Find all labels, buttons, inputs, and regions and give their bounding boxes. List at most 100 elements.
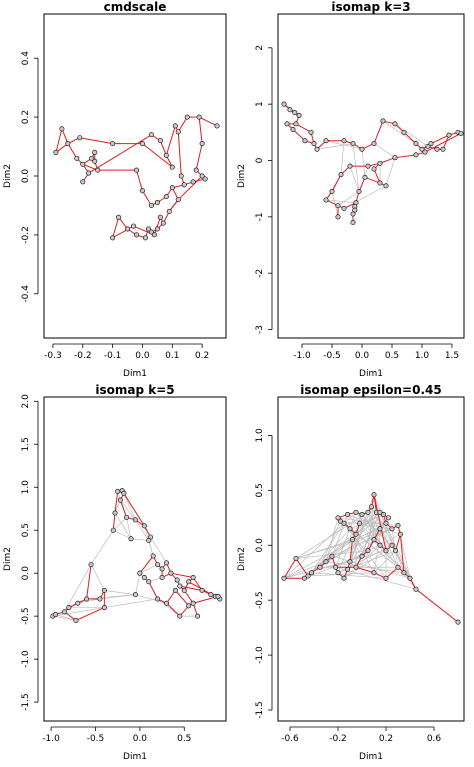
neighbor-edge [373,550,396,573]
data-point [53,611,59,617]
data-point [350,141,356,147]
data-point [323,197,329,203]
data-point [159,566,165,572]
data-point [337,518,343,524]
data-point [345,512,351,518]
graph-edge [136,169,143,191]
data-point [175,197,181,203]
graph-edge [198,117,203,144]
y-tick-label: -0.5 [21,607,31,625]
data-point [395,523,401,529]
y-axis: -1.5 -1.0 -0.5 0.0 0.5 1.0 1.5 2.0 Dim2 [3,394,39,711]
y-tick-label: 0.0 [255,538,265,553]
data-point [142,235,148,241]
data-point [401,129,407,135]
neighbor-edge [352,539,363,557]
neighbor-edge [113,529,132,540]
neighbor-edge [367,494,375,551]
x-axis-label: Dim1 [123,752,147,762]
data-point [383,183,389,189]
data-point [92,149,98,155]
neighbor-edge [64,564,92,613]
graph-edge [148,581,159,600]
panel-3: isomap k=5 -1.0 -0.5 0.0 0.5 Dim1 -1.5 -1.0 -0.5… [3,383,227,762]
data-point [377,180,383,186]
data-points [281,101,464,225]
x-tick-label: 0.6 [427,734,442,744]
neighbor-edge [104,590,136,596]
data-point [148,132,154,138]
graph-edge [349,539,353,562]
y-tick-label: 2 [255,45,265,51]
data-point [345,566,351,572]
graph-edge [165,125,176,156]
graph-edge [175,590,190,607]
graph-edge [395,534,401,551]
data-point [214,123,220,129]
data-point [365,509,371,515]
x-tick-label: 0.5 [385,351,399,361]
neighbor-edge [347,506,372,570]
data-point [383,520,389,526]
data-point [377,526,383,532]
data-point [353,509,359,515]
x-tick-label: 0.5 [177,734,191,744]
data-point [92,158,98,164]
y-tick-label: -1 [255,212,265,221]
data-point [190,179,196,185]
neighbor-edge [343,545,381,579]
data-point [335,203,341,209]
neighbor-edge [382,120,417,144]
data-point [365,548,371,554]
data-point [311,141,317,147]
data-point [101,587,107,593]
data-point [281,575,287,581]
plot-frame [277,13,465,339]
graph-edge [385,566,399,579]
neighbor-edge [325,517,339,562]
data-point [186,603,192,609]
panel-1: cmdscale-0.3 -0.2 -0.1 0.0 0.1 0.2Dim1-0.4-0.… [3,0,227,379]
neighbor-edge [126,517,132,539]
data-point [380,118,386,124]
data-point [169,164,175,170]
graph-edge [195,143,203,171]
data-point [350,219,356,225]
data-point [392,121,398,127]
neighbor-edge [385,157,396,186]
data-point [61,609,67,615]
x-axis-label: Dim1 [359,369,383,379]
graph-edge [424,133,462,153]
y-axis-label: Dim2 [237,164,247,188]
graph-edge [159,140,167,156]
neighbor-edge [325,561,405,574]
data-point [389,526,395,532]
data-point [413,586,419,592]
data-point [302,138,308,144]
neighbor-edge [319,520,341,568]
panel-title: cmdscale [104,0,167,14]
data-point [407,575,413,581]
neighbor-edge [113,517,127,531]
data-point [413,141,419,147]
neighbor-edge [90,530,114,565]
neighbor-edge [349,166,360,192]
data-point [335,570,341,576]
x-tick-label: -0.5 [87,734,105,744]
y-tick-label: 0 [255,157,265,163]
data-point [338,172,344,178]
graph-edge [379,157,396,164]
data-point [196,114,202,120]
data-point [301,575,307,581]
data-point [84,596,90,602]
graph-edge [283,558,297,579]
graph-edge [373,494,387,551]
data-point [385,515,391,521]
graph-edge [198,116,218,127]
neighbor-edge [86,594,136,600]
data-point [137,570,143,576]
data-point [371,570,377,576]
neighbor-edge [114,512,132,539]
data-point [199,587,205,593]
neighbor-edge [311,514,384,574]
